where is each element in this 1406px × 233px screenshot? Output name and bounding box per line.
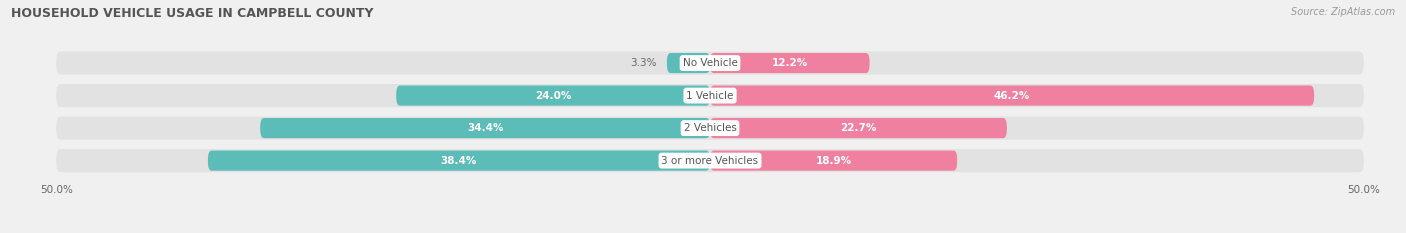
Text: 12.2%: 12.2%: [772, 58, 808, 68]
FancyBboxPatch shape: [710, 151, 957, 171]
Text: 1 Vehicle: 1 Vehicle: [686, 91, 734, 101]
Text: No Vehicle: No Vehicle: [682, 58, 738, 68]
FancyBboxPatch shape: [666, 53, 710, 73]
FancyBboxPatch shape: [208, 151, 710, 171]
FancyBboxPatch shape: [710, 53, 869, 73]
Text: 22.7%: 22.7%: [841, 123, 876, 133]
FancyBboxPatch shape: [56, 51, 1364, 75]
FancyBboxPatch shape: [56, 84, 1364, 107]
Text: 24.0%: 24.0%: [534, 91, 571, 101]
Text: 3 or more Vehicles: 3 or more Vehicles: [661, 156, 759, 166]
FancyBboxPatch shape: [56, 116, 1364, 140]
FancyBboxPatch shape: [260, 118, 710, 138]
FancyBboxPatch shape: [710, 118, 1007, 138]
Text: 34.4%: 34.4%: [467, 123, 503, 133]
Text: 18.9%: 18.9%: [815, 156, 852, 166]
Text: 3.3%: 3.3%: [630, 58, 657, 68]
FancyBboxPatch shape: [56, 149, 1364, 172]
Text: 46.2%: 46.2%: [994, 91, 1031, 101]
Text: HOUSEHOLD VEHICLE USAGE IN CAMPBELL COUNTY: HOUSEHOLD VEHICLE USAGE IN CAMPBELL COUN…: [11, 7, 374, 20]
Text: Source: ZipAtlas.com: Source: ZipAtlas.com: [1291, 7, 1395, 17]
Text: 2 Vehicles: 2 Vehicles: [683, 123, 737, 133]
Text: 38.4%: 38.4%: [441, 156, 477, 166]
FancyBboxPatch shape: [396, 86, 710, 106]
FancyBboxPatch shape: [710, 86, 1315, 106]
